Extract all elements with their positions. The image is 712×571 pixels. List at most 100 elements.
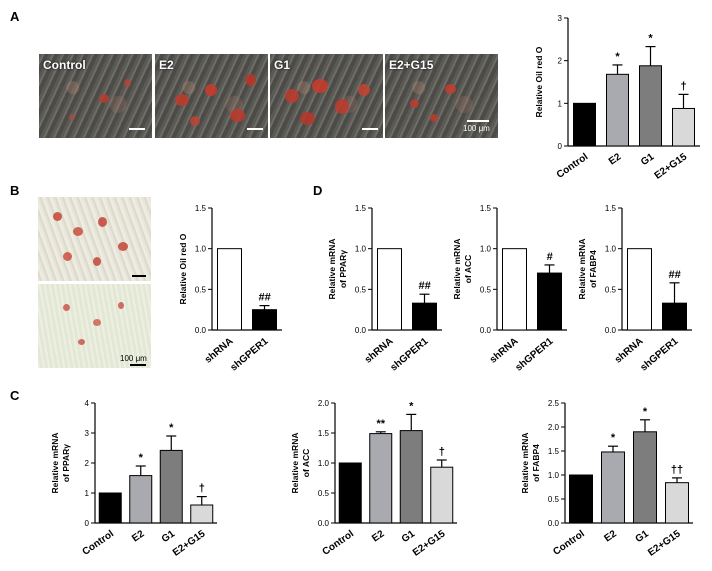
- significance-mark: *: [643, 406, 648, 418]
- y-tick-label: 0.5: [548, 495, 560, 504]
- y-axis-label: Relative mRNA: [50, 433, 60, 494]
- scale-bar: [247, 128, 263, 130]
- bar: [252, 309, 277, 331]
- y-axis-label: of PPARγ: [338, 250, 348, 288]
- bar: [662, 302, 687, 331]
- panel-label-c: C: [10, 388, 20, 403]
- bar: [573, 102, 596, 147]
- x-tick-label: Control: [551, 528, 587, 558]
- bar: [190, 504, 214, 524]
- y-axis-label: of FABP4: [588, 250, 598, 288]
- y-tick-label: 0.0: [480, 326, 492, 335]
- bar: [98, 492, 122, 524]
- y-tick-label: 1.5: [318, 429, 330, 438]
- x-tick-label: G1: [160, 528, 178, 545]
- y-tick-label: 1.5: [605, 204, 617, 213]
- x-tick-label: shGPER1: [228, 336, 270, 374]
- significance-mark: †: [199, 483, 205, 495]
- x-tick-label: E2+G15: [411, 528, 448, 558]
- scale-label: 100 μm: [120, 354, 147, 363]
- significance-mark: **: [376, 418, 385, 430]
- significance-mark: †: [439, 446, 445, 458]
- y-axis-label: of PPARγ: [61, 444, 71, 482]
- bar: [430, 466, 454, 524]
- bar: [159, 449, 183, 524]
- x-tick-label: shGPER1: [638, 336, 680, 374]
- x-tick-label: G1: [639, 151, 657, 168]
- significance-mark: ##: [418, 280, 431, 292]
- bar: [639, 65, 662, 147]
- y-tick-label: 0.5: [318, 489, 330, 498]
- x-tick-label: G1: [400, 528, 418, 545]
- x-tick-label: Control: [321, 528, 357, 558]
- x-tick-label: E2: [370, 528, 387, 544]
- x-tick-label: Control: [555, 151, 591, 181]
- y-tick-label: 4: [85, 399, 90, 408]
- y-tick-label: 2.5: [548, 399, 560, 408]
- chart-d-acc: 0.0 0.5 1.0 1.5 Relative mRNA of ACC shRNA # shG…: [452, 204, 567, 374]
- y-tick-label: 1.5: [195, 204, 207, 213]
- y-tick-label: 1.0: [605, 245, 617, 254]
- micrograph-e2: E2: [155, 54, 268, 138]
- y-tick-label: 0.0: [195, 326, 207, 335]
- y-tick-label: 0.5: [605, 285, 617, 294]
- x-tick-label: G1: [633, 528, 651, 545]
- y-tick-label: 1: [558, 99, 563, 108]
- scale-bar: [129, 128, 145, 130]
- y-axis-label: Relative Oil red O: [534, 46, 544, 117]
- y-tick-label: 0.0: [355, 326, 367, 335]
- y-tick-label: 1.0: [195, 245, 207, 254]
- x-tick-label: shRNA: [488, 336, 521, 366]
- x-tick-label: shRNA: [613, 336, 646, 366]
- chart-d-fabp4: 0.0 0.5 1.0 1.5 Relative mRNA of FABP4 shRNA ##…: [577, 204, 692, 374]
- y-tick-label: 1: [85, 489, 90, 498]
- panel-label-b: B: [10, 183, 20, 198]
- y-tick-label: 3: [558, 14, 563, 23]
- bar: [502, 248, 527, 331]
- y-tick-label: 2.0: [318, 399, 330, 408]
- y-tick-label: 2.0: [548, 423, 560, 432]
- scale-bar: [132, 275, 146, 277]
- x-tick-label: Control: [81, 528, 117, 558]
- chart-c-fabp4: 0.0 0.5 1.0 1.5 2.0 2.5 Relative mRNA of FABP4 C…: [520, 399, 693, 559]
- significance-mark: *: [169, 422, 174, 434]
- scale-label: 100 μm: [463, 124, 490, 133]
- x-tick-label: E2: [130, 528, 147, 544]
- significance-mark: *: [611, 432, 616, 444]
- y-axis-label: Relative mRNA: [577, 239, 587, 300]
- significance-mark: *: [615, 51, 620, 63]
- y-tick-label: 1.0: [480, 245, 492, 254]
- significance-mark: ††: [671, 464, 683, 476]
- x-tick-label: E2+G15: [171, 528, 208, 558]
- bar: [537, 272, 562, 331]
- y-axis-label: Relative mRNA: [520, 433, 530, 494]
- y-tick-label: 1.0: [355, 245, 367, 254]
- y-tick-label: 1.0: [548, 471, 560, 480]
- chart-a-oil-red: 0 1 2 3 Relative Oil red O Control * E2 * G1 † E2+G…: [534, 14, 700, 182]
- y-axis-label: of ACC: [301, 449, 311, 477]
- y-axis-label: Relative mRNA: [327, 239, 337, 300]
- bar: [633, 431, 657, 524]
- bar: [217, 248, 242, 331]
- y-axis-label: of FABP4: [531, 444, 541, 482]
- scale-bar: [362, 128, 378, 130]
- scale-bar: [130, 364, 146, 366]
- significance-mark: ##: [668, 269, 681, 281]
- y-axis-label: Relative mRNA: [452, 239, 462, 300]
- panel-label-a: A: [10, 9, 20, 24]
- bar: [569, 474, 593, 524]
- micrograph-g1: G1: [270, 54, 383, 138]
- x-tick-label: E2: [607, 151, 624, 167]
- x-tick-label: shGPER1: [513, 336, 555, 374]
- y-tick-label: 3: [85, 429, 90, 438]
- chart-d-ppar: 0.0 0.5 1.0 1.5 Relative mRNA of PPARγ shRNA ##…: [327, 204, 442, 374]
- significance-mark: ##: [258, 292, 271, 304]
- x-tick-label: shGPER1: [388, 336, 430, 374]
- bar: [377, 248, 402, 331]
- bar: [601, 451, 625, 524]
- x-tick-label: E2+G15: [653, 151, 690, 181]
- micrograph-e2-g15: E2+G15 100 μm: [385, 54, 498, 138]
- y-tick-label: 1.5: [480, 204, 492, 213]
- micrograph-label: E2: [159, 58, 174, 72]
- y-tick-label: 1.0: [318, 459, 330, 468]
